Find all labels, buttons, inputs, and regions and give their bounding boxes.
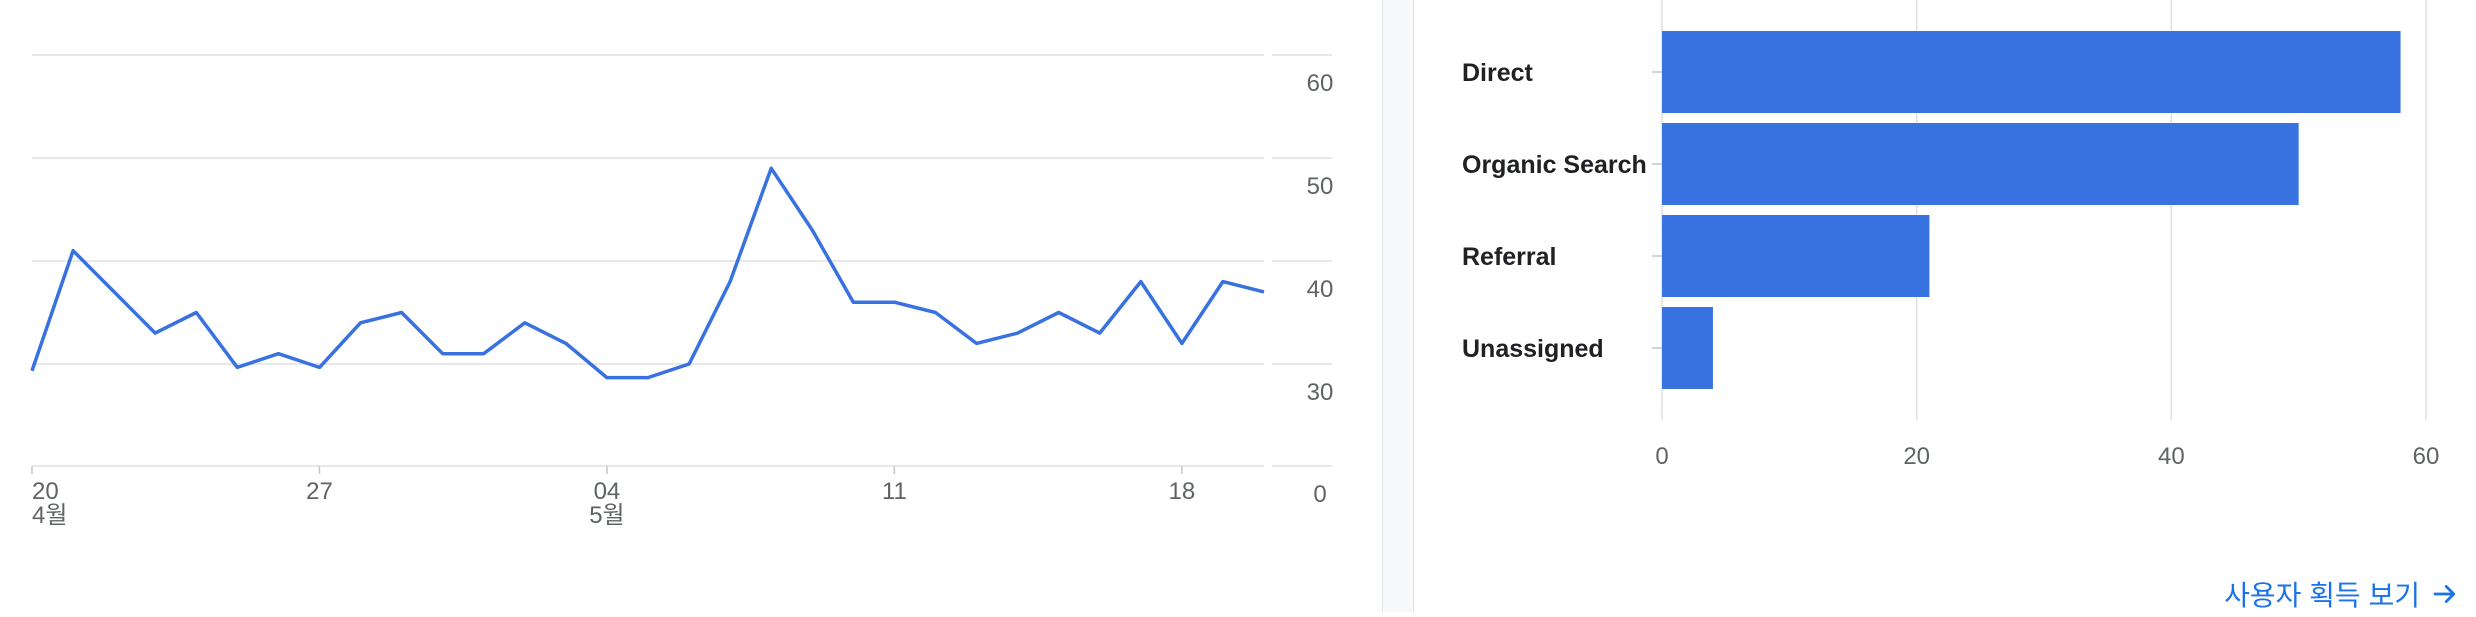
category-label: Direct [1462,59,1534,87]
x-tick-label: 60 [2413,443,2440,470]
bar [1662,31,2401,113]
y-tick-label: 60 [1307,70,1334,97]
y-tick-label: 40 [1307,276,1334,303]
category-label: Organic Search [1462,151,1647,179]
x-tick-label: 20 [1903,443,1930,470]
y-tick-label: 50 [1307,173,1334,200]
x-tick-label: 11 [882,478,907,505]
bar-chart-svg: 0 20 40 60 Direct Organic Search Referral Unass… [1462,0,2440,470]
arrow-right-icon [2433,585,2456,603]
bar [1662,123,2299,205]
users-over-time-chart: 0 30 40 50 60 20 4월 27 04 5월 11 18 [30,54,1334,529]
view-user-acquisition-link[interactable]: 사용자 획득 보기 [2224,574,2460,614]
view-user-acquisition-label: 사용자 획득 보기 [2224,580,2420,611]
x-tick-label: 40 [2158,443,2185,470]
x-tick-label: 20 [32,478,59,505]
channel-bar-chart: 0 20 40 60 Direct Organic Search Referral Unass… [1414,0,2476,612]
y-tick-label: 0 [1313,481,1326,508]
y-tick-label: 30 [1307,379,1334,406]
series-line [30,166,1265,380]
x-tick-label: 04 [594,478,621,505]
panel-divider [1382,0,1414,612]
category-label: Referral [1462,243,1557,271]
category-label: Unassigned [1462,335,1604,363]
bar [1662,307,1713,389]
x-month-label: 5월 [589,502,624,529]
bar [1662,215,1930,297]
x-tick-label: 18 [1169,478,1196,505]
x-tick-label: 27 [306,478,333,505]
x-month-label: 4월 [32,502,67,529]
x-tick-label: 0 [1655,443,1668,470]
